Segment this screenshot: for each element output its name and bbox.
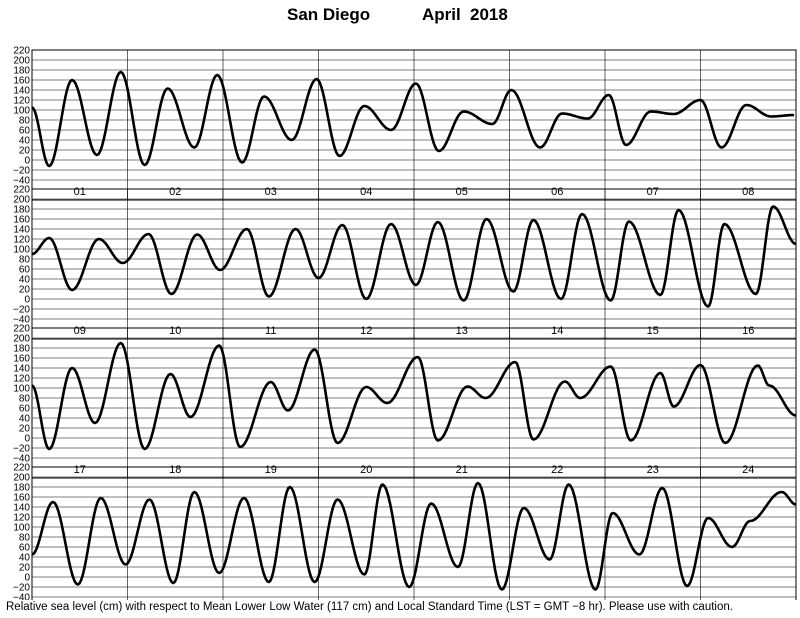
title-month: April [422,5,461,24]
day-label: 13 [456,325,468,337]
y-tick-label: 100 [13,523,30,534]
title-year: 2018 [470,5,508,24]
day-label: 10 [169,325,181,337]
y-tick-label: 0 [24,434,30,445]
y-tick-label: 60 [19,404,31,415]
day-label: 21 [456,464,468,476]
day-label: 14 [551,325,563,337]
y-tick-label: 160 [13,493,30,504]
y-tick-label: 20 [19,563,31,574]
day-label: 15 [647,325,659,337]
day-label: 06 [551,186,563,198]
day-label: 23 [647,464,659,476]
tide-series-line [31,70,795,168]
day-label: 24 [742,464,754,476]
tide-panel-4: −40−200204060801001201401601802002202526… [13,463,797,601]
y-tick-label: 160 [13,354,30,365]
y-tick-label: 220 [13,185,30,196]
y-tick-label: 20 [19,424,31,435]
y-tick-label: 60 [19,126,31,137]
y-tick-label: 40 [19,414,31,425]
y-tick-label: 160 [13,215,30,226]
day-label: 19 [265,464,277,476]
y-tick-label: 120 [13,96,30,107]
y-tick-label: 20 [19,285,31,296]
y-tick-label: 140 [13,225,30,236]
y-tick-label: 180 [13,483,30,494]
y-tick-label: −20 [13,583,30,594]
y-tick-label: 80 [19,255,31,266]
y-tick-label: −40 [13,315,30,326]
y-tick-label: 0 [24,295,30,306]
y-tick-label: 100 [13,384,30,395]
day-label: 05 [456,186,468,198]
day-label: 03 [265,186,277,198]
y-tick-label: 40 [19,275,31,286]
y-tick-label: −40 [13,454,30,465]
day-label: 11 [265,325,276,337]
y-tick-label: 60 [19,265,31,276]
y-tick-label: 160 [13,76,30,87]
chart-title: San Diego April 2018 [0,5,800,27]
y-tick-label: 80 [19,533,31,544]
day-label: 20 [360,464,372,476]
y-tick-label: 80 [19,116,31,127]
day-label: 07 [647,186,659,198]
day-label: 18 [169,464,181,476]
y-tick-label: −20 [13,305,30,316]
y-tick-label: 140 [13,86,30,97]
day-label: 09 [74,325,86,337]
y-tick-label: 200 [13,334,30,345]
y-tick-label: 120 [13,513,30,524]
day-label: 22 [551,464,563,476]
y-tick-label: 20 [19,146,31,157]
y-tick-label: 0 [24,573,30,584]
y-tick-label: 180 [13,205,30,216]
y-tick-label: −20 [13,444,30,455]
day-label: 17 [74,464,86,476]
y-tick-label: 80 [19,394,31,405]
y-tick-label: −40 [13,593,30,601]
y-tick-label: 100 [13,245,30,256]
y-tick-label: 140 [13,364,30,375]
y-tick-label: −40 [13,176,30,187]
y-tick-label: 220 [13,46,30,57]
y-tick-label: 220 [13,463,30,474]
day-label: 12 [360,325,372,337]
y-tick-label: 200 [13,195,30,206]
y-tick-label: 0 [24,156,30,167]
title-location: San Diego [287,5,371,24]
y-tick-label: 100 [13,106,30,117]
tide-series-line [31,341,797,451]
chart-caption: Relative sea level (cm) with respect to … [6,601,733,613]
day-label: 01 [74,186,86,198]
y-tick-label: 120 [13,235,30,246]
day-label: 16 [742,325,754,337]
panel-frame [31,466,797,600]
y-tick-label: 40 [19,136,31,147]
tide-series-line [31,205,797,308]
y-tick-label: 120 [13,374,30,385]
y-tick-label: 200 [13,473,30,484]
y-tick-label: 180 [13,66,30,77]
day-label: 02 [169,186,181,198]
y-tick-label: 40 [19,553,31,564]
y-tick-label: 220 [13,324,30,335]
y-tick-label: 60 [19,543,31,554]
tide-series-line [31,481,797,591]
y-tick-label: 180 [13,344,30,355]
day-label: 04 [360,186,372,198]
y-tick-label: 200 [13,56,30,67]
day-label: 08 [742,186,754,198]
y-tick-label: 140 [13,503,30,514]
y-tick-label: −20 [13,166,30,177]
